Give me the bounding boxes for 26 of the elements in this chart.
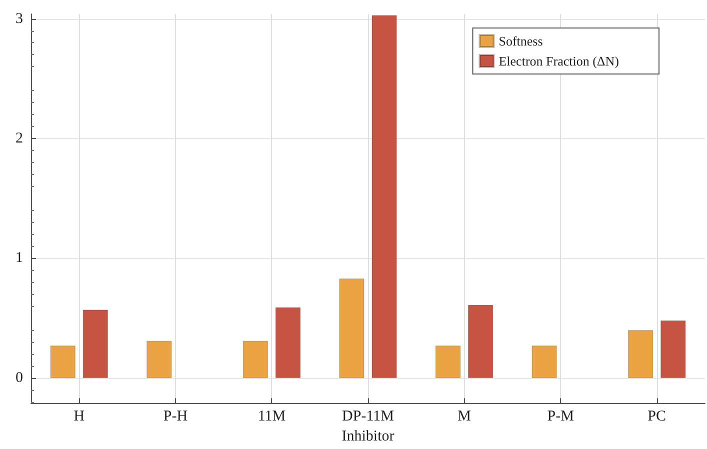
x-tick-label: P-M <box>547 408 574 425</box>
legend-label: Electron Fraction (ΔN) <box>498 54 620 68</box>
bar <box>660 320 686 378</box>
x-tick-label: 11M <box>258 408 286 425</box>
bar <box>146 340 172 378</box>
bar <box>435 346 461 378</box>
x-tick-label: P-H <box>163 408 188 425</box>
bar <box>242 340 268 378</box>
x-tick-label: H <box>74 408 85 425</box>
bar <box>468 304 494 378</box>
y-tick-label: 1 <box>16 250 23 266</box>
y-tick-label: 3 <box>16 10 23 27</box>
bar <box>50 346 76 378</box>
bar <box>628 330 654 378</box>
bar <box>82 310 108 378</box>
x-tick-label: DP-11M <box>342 408 394 425</box>
y-tick-label: 0 <box>16 370 23 386</box>
y-tick-label: 2 <box>16 130 23 147</box>
x-axis-title: Inhibitor <box>342 428 394 444</box>
bar <box>372 15 397 378</box>
bar <box>339 278 364 378</box>
legend-label: Softness <box>498 34 543 48</box>
bar <box>532 346 557 378</box>
bar <box>275 307 301 378</box>
x-tick-label: PC <box>648 408 666 425</box>
x-tick-label: M <box>458 408 471 425</box>
